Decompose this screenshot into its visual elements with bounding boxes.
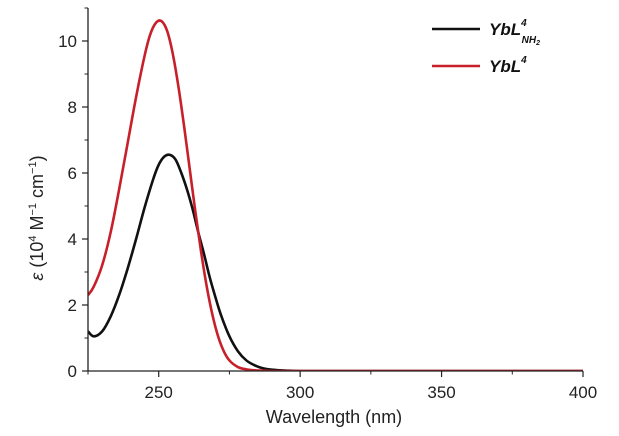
y-axis-open: (10 [27, 242, 47, 273]
series-line-0 [88, 153, 583, 371]
x-tick-label: 250 [145, 383, 173, 402]
y-axis-symbol: ε [27, 272, 47, 281]
x-tick-label: 350 [427, 383, 455, 402]
legend-ybl4nh2-sub: NH [522, 35, 537, 46]
legend-label-ybl4nh2: YbL4 NH2 [489, 18, 540, 47]
x-tick-label: 300 [286, 383, 314, 402]
y-axis-close: ) [27, 155, 47, 161]
y-tick-label: 6 [68, 164, 77, 183]
legend-ybl4nh2-main: YbL [489, 20, 521, 39]
legend-ybl4-main: YbL [489, 57, 521, 76]
y-tick-label: 2 [68, 296, 77, 315]
y-axis-title: ε (104 M−1 cm−1) [27, 155, 47, 280]
legend: YbL4 NH2 YbL4 [432, 18, 540, 76]
legend-ybl4nh2-sup: 4 [520, 18, 527, 29]
y-axis-exp3: −1 [27, 161, 39, 174]
x-axis-title: Wavelength (nm) [266, 407, 402, 427]
y-tick-label: 8 [68, 98, 77, 117]
legend-ybl4-sup: 4 [520, 55, 527, 66]
x-tick-label: 400 [569, 383, 597, 402]
y-tick-label: 10 [58, 32, 77, 51]
y-axis-unit2: cm [27, 174, 47, 203]
y-axis-exp1: 4 [27, 236, 39, 242]
legend-label-ybl4: YbL4 [489, 55, 527, 76]
y-tick-label: 4 [68, 230, 77, 249]
y-tick-label: 0 [68, 362, 77, 381]
y-axis-unit1: M [27, 216, 47, 236]
y-axis-exp2: −1 [27, 203, 39, 216]
axes: 250 300 350 400 0 2 4 6 8 10 [58, 7, 597, 402]
legend-ybl4nh2-sub2: 2 [535, 40, 540, 47]
series-line-1 [88, 19, 583, 371]
